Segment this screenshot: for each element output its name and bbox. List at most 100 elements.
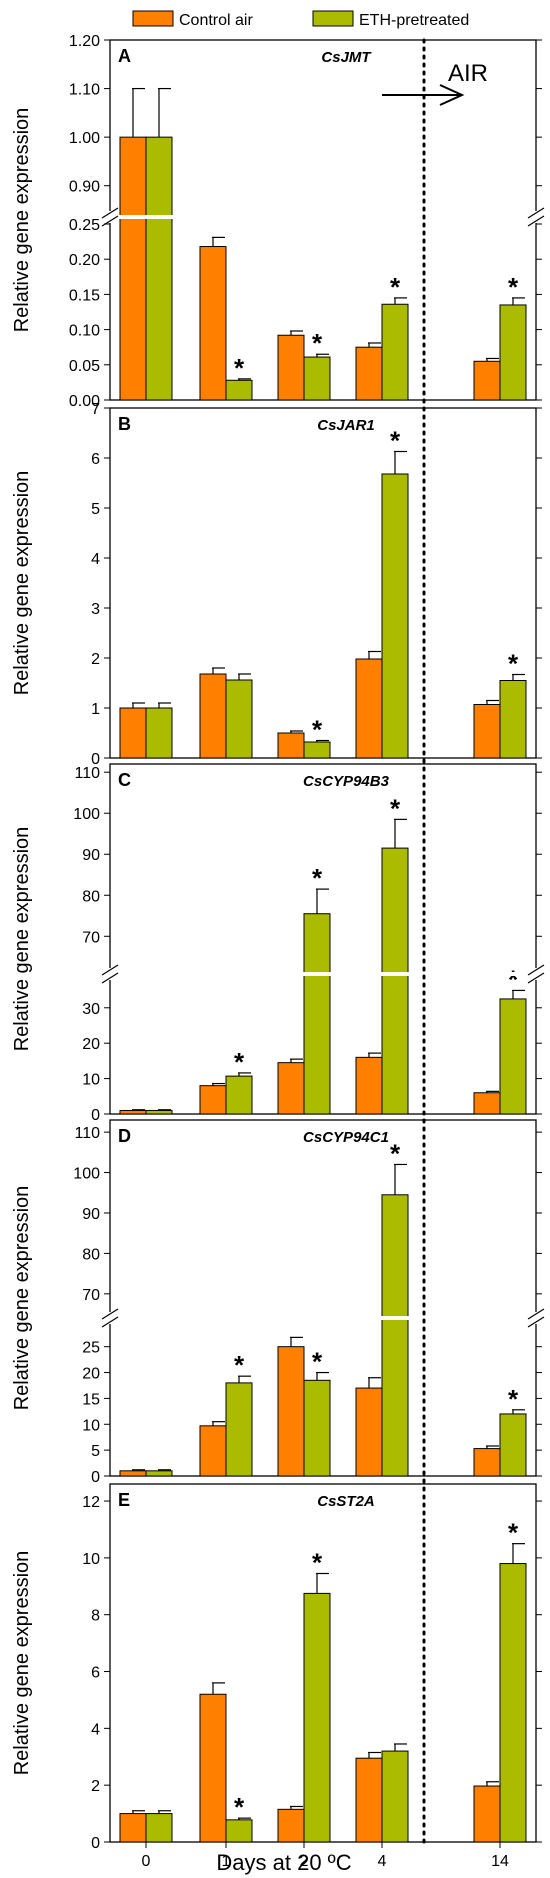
- significance-star: *: [312, 1548, 323, 1578]
- bar-control-4: [355, 658, 383, 759]
- y-tick-label: 6: [91, 1665, 100, 1682]
- gene-label: CsST2A: [317, 1493, 375, 1510]
- bar-control-0: [119, 136, 147, 401]
- bar-eth-1: [225, 679, 253, 759]
- plot-frame: [109, 407, 537, 759]
- axis-break-mask: [528, 968, 544, 980]
- legend-label-control: Control air: [179, 12, 253, 29]
- bar-control-0: [119, 1813, 147, 1843]
- significance-star: *: [390, 793, 401, 823]
- y-tick-label: 100: [73, 806, 100, 823]
- y-tick-label: 4: [91, 1721, 100, 1738]
- bar-control-4: [355, 1757, 383, 1843]
- y-tick-label: 25: [82, 1340, 100, 1357]
- y-axis-title: Relative gene expression: [11, 471, 33, 696]
- bar-eth-14: [499, 304, 527, 401]
- legend-label-eth: ETH-pretreated: [359, 12, 469, 29]
- y-axis-title: Relative gene expression: [11, 1186, 33, 1411]
- panel-a: 0.00 0.05 0.10 0.15 0.20 0.25 0.90 1.00 1.10 1.20…: [11, 33, 545, 410]
- significance-star: *: [312, 715, 323, 745]
- significance-star: *: [508, 272, 519, 302]
- bar-eth-2: [303, 1379, 331, 1477]
- panel-letter: D: [118, 1126, 131, 1146]
- gene-label: CsJMT: [321, 49, 372, 66]
- y-tick-label: 0.15: [69, 287, 100, 304]
- bar-control-4: [355, 1387, 383, 1477]
- bar-control-14: [473, 1785, 501, 1843]
- significance-star: *: [234, 1350, 245, 1380]
- bar-control-2: [277, 732, 305, 759]
- significance-star: *: [234, 1047, 245, 1077]
- legend: Control air ETH-pretreated: [132, 10, 469, 29]
- y-tick-label: 1.00: [69, 130, 100, 147]
- y-tick-label: 0: [91, 751, 100, 768]
- bar-eth-14: [499, 1563, 527, 1843]
- bar-control-1: [199, 1693, 227, 1843]
- y-tick-label: 0: [91, 1107, 100, 1124]
- significance-star: *: [390, 1138, 401, 1168]
- axis-break-mask: [102, 211, 118, 223]
- bar-control-4: [355, 1056, 383, 1115]
- bar-eth-1: [225, 1819, 253, 1843]
- bar-eth-4: [381, 473, 409, 759]
- axis-break-gap: [111, 215, 535, 219]
- bar-control-2: [277, 1808, 305, 1843]
- plot-frame: [109, 39, 537, 401]
- axis-break-mask: [528, 211, 544, 223]
- bar-control-4: [355, 346, 383, 401]
- bar-eth-2: [303, 356, 331, 401]
- significance-star: *: [234, 353, 245, 383]
- y-tick-label: 20: [82, 1366, 100, 1383]
- x-tick-label: 4: [378, 1853, 387, 1870]
- y-tick-label: 0: [91, 1835, 100, 1852]
- axis-break-mark: [101, 215, 119, 227]
- y-tick-label: 100: [73, 1166, 100, 1183]
- y-tick-label: 5: [91, 1443, 100, 1460]
- bar-control-0: [119, 1109, 147, 1115]
- y-axis-title: Relative gene expression: [11, 108, 33, 333]
- bar-eth-1: [225, 1382, 253, 1477]
- axis-break-mark: [101, 1316, 119, 1328]
- legend-swatch-control: [132, 10, 174, 27]
- bar-eth-0: [145, 1470, 173, 1477]
- gene-label: CsJAR1: [317, 417, 375, 434]
- bar-control-1: [199, 246, 227, 401]
- axis-break-mark: [101, 207, 119, 219]
- bar-control-14: [473, 1448, 501, 1477]
- bar-eth-4: [381, 303, 409, 401]
- bar-control-1: [199, 673, 227, 759]
- bar-control-2: [277, 1062, 305, 1115]
- bar-control-2: [277, 334, 305, 401]
- y-tick-label: 10: [82, 1417, 100, 1434]
- significance-star: *: [508, 964, 519, 994]
- y-tick-label: 70: [82, 1287, 100, 1304]
- axis-break-mask: [102, 1312, 118, 1324]
- y-tick-label: 1: [91, 701, 100, 718]
- air-arrow: [382, 84, 465, 106]
- y-tick-label: 15: [82, 1391, 100, 1408]
- axis-break-mark: [101, 972, 119, 984]
- x-tick-label: 14: [491, 1853, 509, 1870]
- panel-letter: B: [118, 414, 131, 434]
- y-tick-label: 10: [82, 1072, 100, 1089]
- y-tick-label: 4: [91, 551, 100, 568]
- bar-eth-14: [499, 998, 527, 1115]
- y-tick-label: 80: [82, 888, 100, 905]
- x-tick-label: 1: [222, 1853, 231, 1870]
- y-tick-label: 7: [91, 401, 100, 418]
- y-tick-label: 70: [82, 929, 100, 946]
- axis-break-mark: [101, 964, 119, 976]
- y-axis-title: Relative gene expression: [11, 827, 33, 1052]
- y-tick-label: 8: [91, 1608, 100, 1625]
- bar-control-14: [473, 704, 501, 759]
- axis-break-mark: [527, 1316, 545, 1328]
- axis-break-mark: [101, 1308, 119, 1320]
- significance-star: *: [390, 272, 401, 302]
- y-tick-label: 0: [91, 1469, 100, 1486]
- gene-label: CsCYP94C1: [303, 1129, 389, 1146]
- y-tick-label: 0.90: [69, 179, 100, 196]
- y-tick-label: 0.10: [69, 323, 100, 340]
- panel-b: 0 1 2 3 4 5 6 7 * * * B CsJAR1 Relative gene expressi…: [11, 401, 542, 768]
- y-tick-label: 90: [82, 847, 100, 864]
